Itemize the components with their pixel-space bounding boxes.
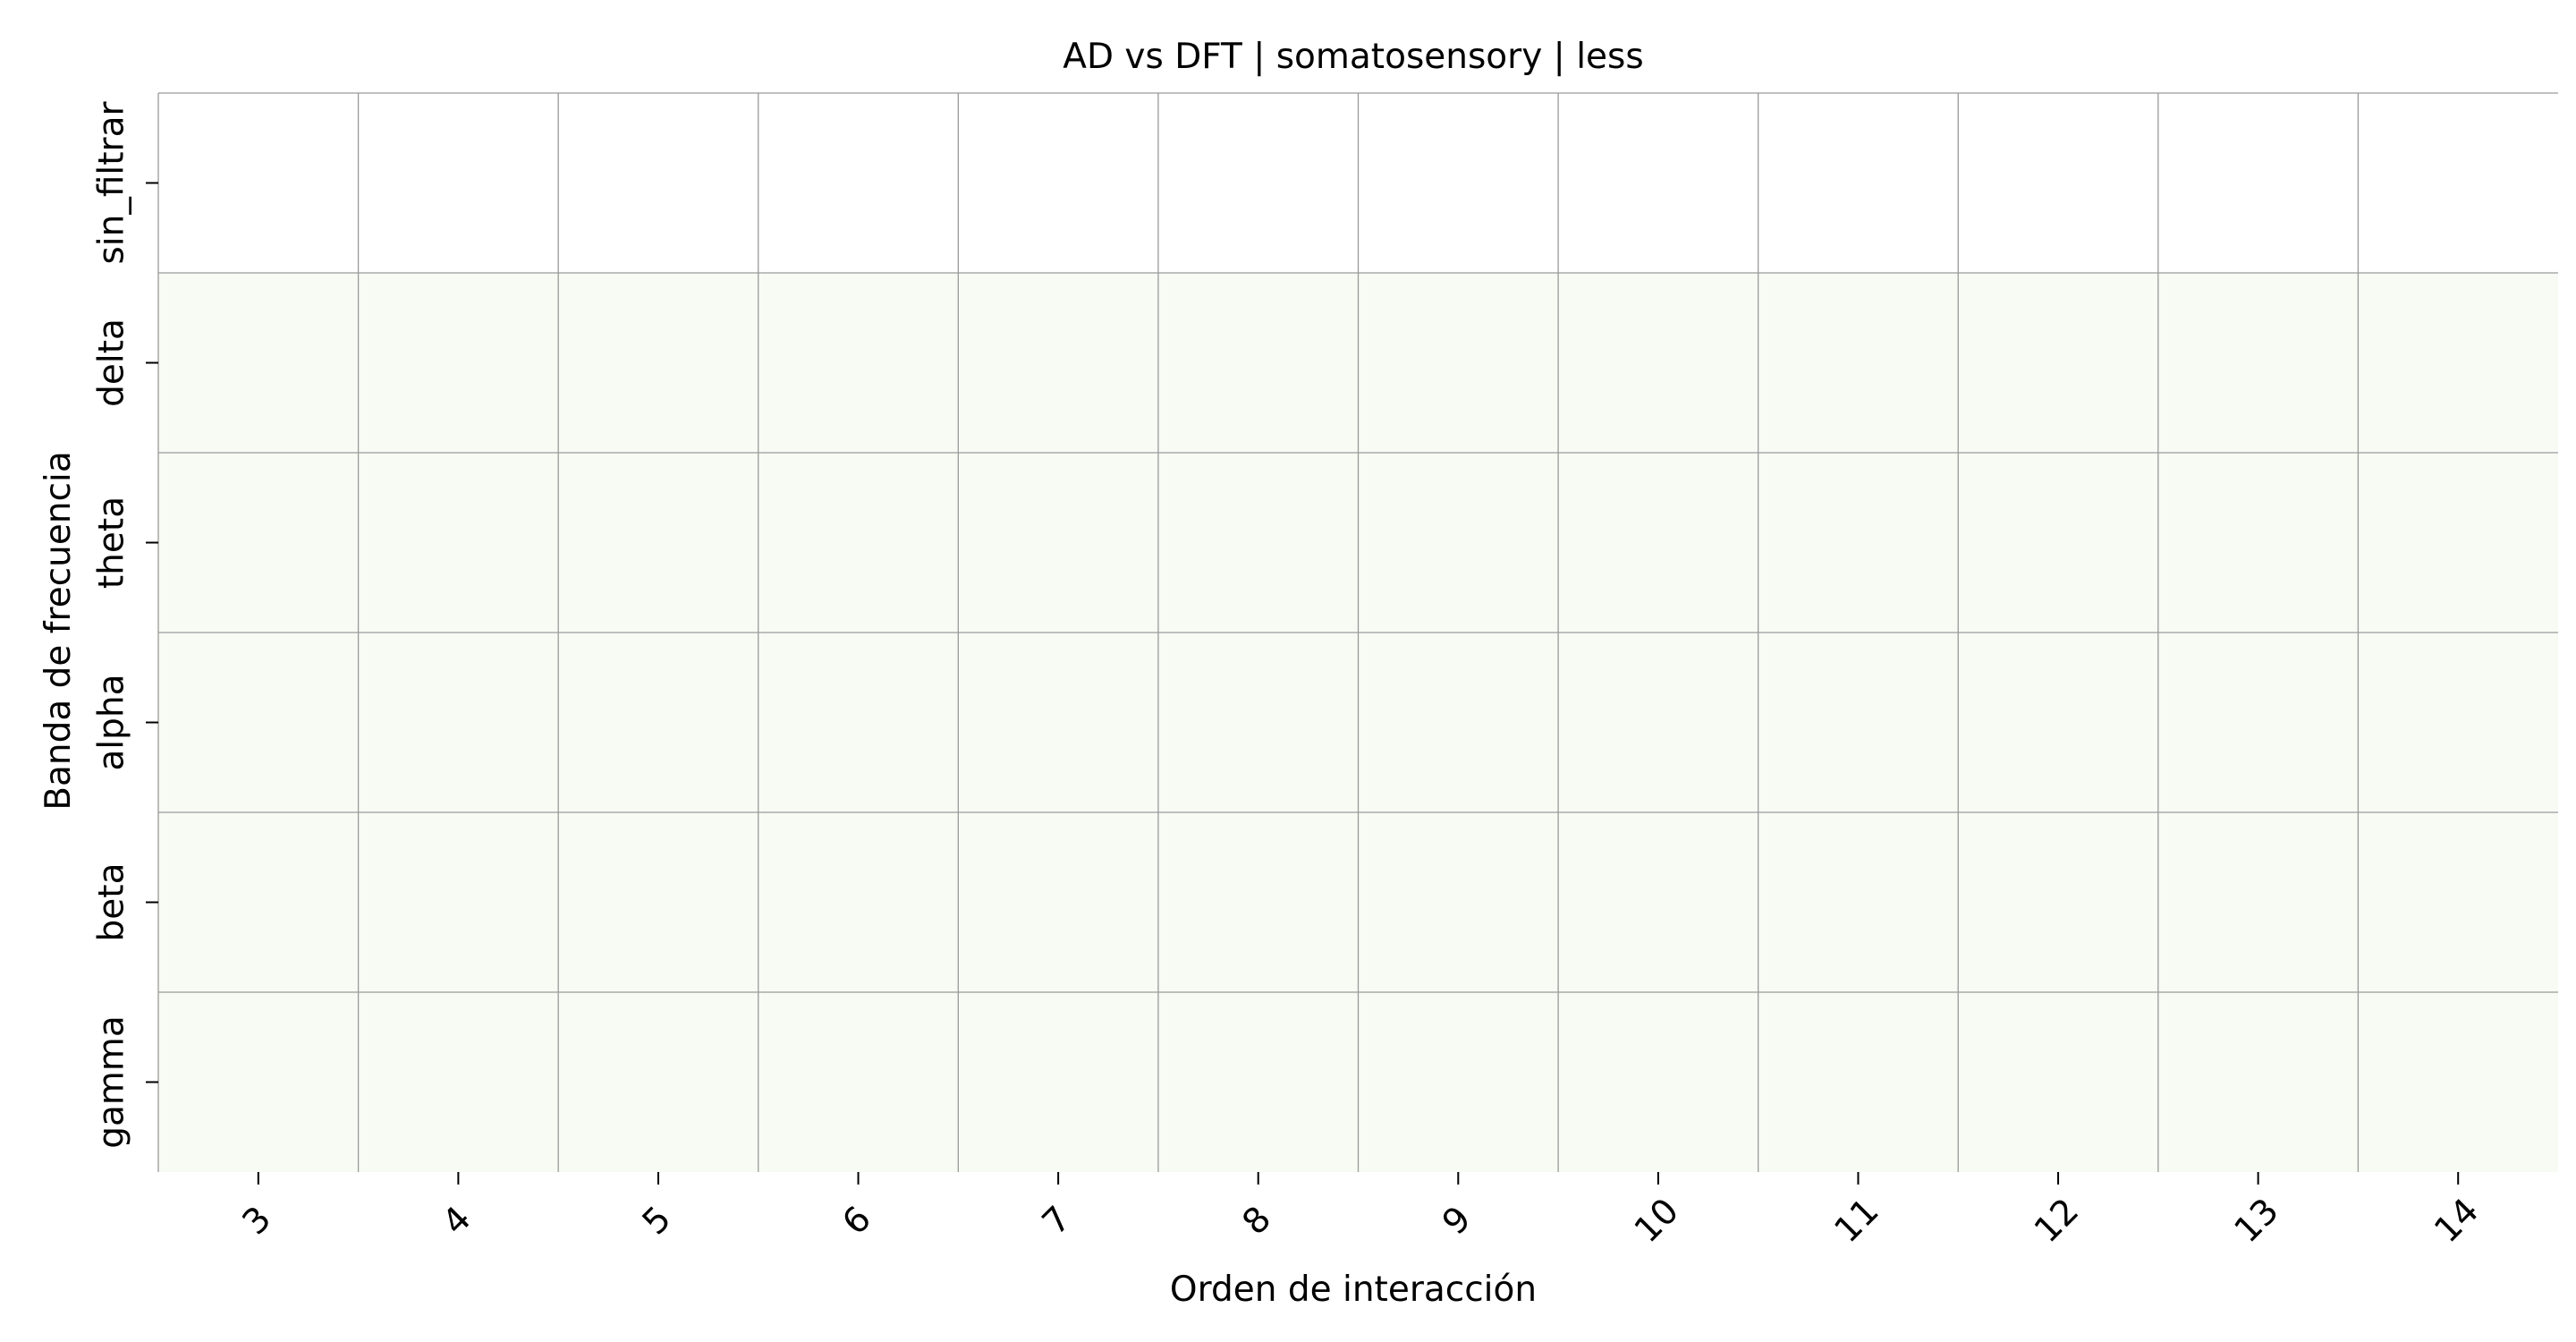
heatmap-cell-beta-12 — [1958, 812, 2158, 992]
heatmap-cell-delta-10 — [1558, 273, 1758, 453]
x-tick-label: 10 — [1627, 1191, 1687, 1251]
heatmap-cell-delta-13 — [2157, 273, 2359, 453]
heatmap-cell-gamma-10 — [1558, 992, 1758, 1172]
x-tick-label: 12 — [2027, 1191, 2087, 1251]
x-tick-label: 11 — [1827, 1191, 1887, 1251]
heatmap-cell-alpha-12 — [1958, 633, 2158, 812]
heatmap-cell-alpha-13 — [2157, 633, 2359, 812]
heatmap-cell-delta-4 — [358, 273, 559, 453]
heatmap-cell-sin_filtrar-9 — [1358, 93, 1559, 273]
heatmap-cell-beta-7 — [958, 812, 1158, 992]
heatmap-cell-delta-14 — [2358, 273, 2558, 453]
x-tick-label: 5 — [635, 1199, 679, 1243]
x-axis-label: Orden de interacción — [1170, 1270, 1537, 1310]
heatmap-cell-theta-12 — [1958, 453, 2158, 633]
x-tick-label: 9 — [1435, 1199, 1479, 1243]
heatmap-cell-beta-11 — [1758, 812, 1959, 992]
heatmap-cell-beta-5 — [558, 812, 758, 992]
heatmap-cell-theta-6 — [758, 453, 959, 633]
y-tick-label: beta — [92, 863, 132, 942]
heatmap-cell-beta-10 — [1558, 812, 1758, 992]
heatmap-cell-beta-13 — [2157, 812, 2359, 992]
heatmap-cell-alpha-14 — [2358, 633, 2558, 812]
heatmap-cell-sin_filtrar-3 — [158, 93, 359, 273]
heatmap-cell-gamma-6 — [758, 992, 959, 1172]
heatmap-cell-delta-7 — [958, 273, 1158, 453]
x-tick-label: 7 — [1035, 1199, 1079, 1243]
heatmap-cell-alpha-9 — [1358, 633, 1559, 812]
heatmap-cell-delta-5 — [558, 273, 758, 453]
heatmap-cell-delta-9 — [1358, 273, 1559, 453]
heatmap-cell-theta-3 — [158, 453, 359, 633]
heatmap-cell-theta-8 — [1157, 453, 1359, 633]
y-axis-label: Banda de frecuencia — [38, 451, 79, 811]
heatmap-cell-gamma-3 — [158, 992, 359, 1172]
heatmap-cell-gamma-5 — [558, 992, 758, 1172]
heatmap-cell-beta-4 — [358, 812, 559, 992]
y-tick-label: theta — [92, 497, 132, 589]
heatmap-cell-theta-4 — [358, 453, 559, 633]
heatmap-cell-sin_filtrar-13 — [2157, 93, 2359, 273]
heatmap-cell-theta-14 — [2358, 453, 2558, 633]
x-axis-ticks: 3 4 5 6 7 8 9 10 11 12 13 14 — [235, 1172, 2487, 1251]
heatmap-cell-beta-9 — [1358, 812, 1559, 992]
y-tick-label: alpha — [92, 674, 132, 770]
heatmap-cell-delta-6 — [758, 273, 959, 453]
heatmap-cell-gamma-8 — [1157, 992, 1359, 1172]
heatmap-cell-theta-13 — [2157, 453, 2359, 633]
heatmap-cell-delta-8 — [1157, 273, 1359, 453]
heatmap-cell-alpha-7 — [958, 633, 1158, 812]
y-tick-label: sin_filtrar — [92, 101, 132, 265]
heatmap-cell-sin_filtrar-4 — [358, 93, 559, 273]
heatmap-cell-gamma-13 — [2157, 992, 2359, 1172]
heatmap-cell-delta-3 — [158, 273, 359, 453]
heatmap-cell-gamma-4 — [358, 992, 559, 1172]
heatmap-cell-alpha-8 — [1157, 633, 1359, 812]
x-tick-label: 6 — [835, 1199, 878, 1243]
heatmap-cell-sin_filtrar-11 — [1758, 93, 1959, 273]
heatmap-cell-beta-8 — [1157, 812, 1359, 992]
heatmap-cell-alpha-3 — [158, 633, 359, 812]
heatmap-cell-sin_filtrar-10 — [1558, 93, 1758, 273]
heatmap-cell-theta-10 — [1558, 453, 1758, 633]
heatmap-cell-delta-12 — [1958, 273, 2158, 453]
heatmap-cell-sin_filtrar-7 — [958, 93, 1158, 273]
x-tick-label: 4 — [435, 1199, 479, 1243]
x-tick-label: 8 — [1235, 1199, 1279, 1243]
heatmap-cell-gamma-12 — [1958, 992, 2158, 1172]
heatmap-cell-sin_filtrar-8 — [1157, 93, 1359, 273]
heatmap-cell-alpha-6 — [758, 633, 959, 812]
heatmap-cell-delta-11 — [1758, 273, 1959, 453]
heatmap-cell-sin_filtrar-5 — [558, 93, 758, 273]
heatmap-cell-beta-14 — [2358, 812, 2558, 992]
heatmap-cells — [158, 93, 2558, 1172]
heatmap-cell-alpha-10 — [1558, 633, 1758, 812]
y-tick-label: delta — [92, 319, 132, 407]
heatmap-cell-beta-6 — [758, 812, 959, 992]
heatmap-cell-sin_filtrar-6 — [758, 93, 959, 273]
heatmap-cell-gamma-14 — [2358, 992, 2558, 1172]
x-tick-label: 13 — [2227, 1191, 2287, 1251]
heatmap-cell-gamma-7 — [958, 992, 1158, 1172]
heatmap-cell-sin_filtrar-14 — [2358, 93, 2558, 273]
heatmap-gridlines — [157, 92, 2558, 1172]
chart-title: AD vs DFT | somatosensory | less — [1063, 37, 1643, 77]
heatmap-cell-beta-3 — [158, 812, 359, 992]
x-tick-label: 3 — [235, 1199, 279, 1243]
y-tick-label: gamma — [92, 1015, 132, 1149]
heatmap-cell-theta-9 — [1358, 453, 1559, 633]
heatmap-cell-theta-11 — [1758, 453, 1959, 633]
heatmap-cell-theta-7 — [958, 453, 1158, 633]
heatmap-cell-alpha-11 — [1758, 633, 1959, 812]
heatmap-cell-alpha-5 — [558, 633, 758, 812]
heatmap-cell-gamma-9 — [1358, 992, 1559, 1172]
heatmap-cell-gamma-11 — [1758, 992, 1959, 1172]
heatmap-cell-alpha-4 — [358, 633, 559, 812]
heatmap-cell-sin_filtrar-12 — [1958, 93, 2158, 273]
x-tick-label: 14 — [2427, 1191, 2487, 1251]
heatmap-cell-theta-5 — [558, 453, 758, 633]
